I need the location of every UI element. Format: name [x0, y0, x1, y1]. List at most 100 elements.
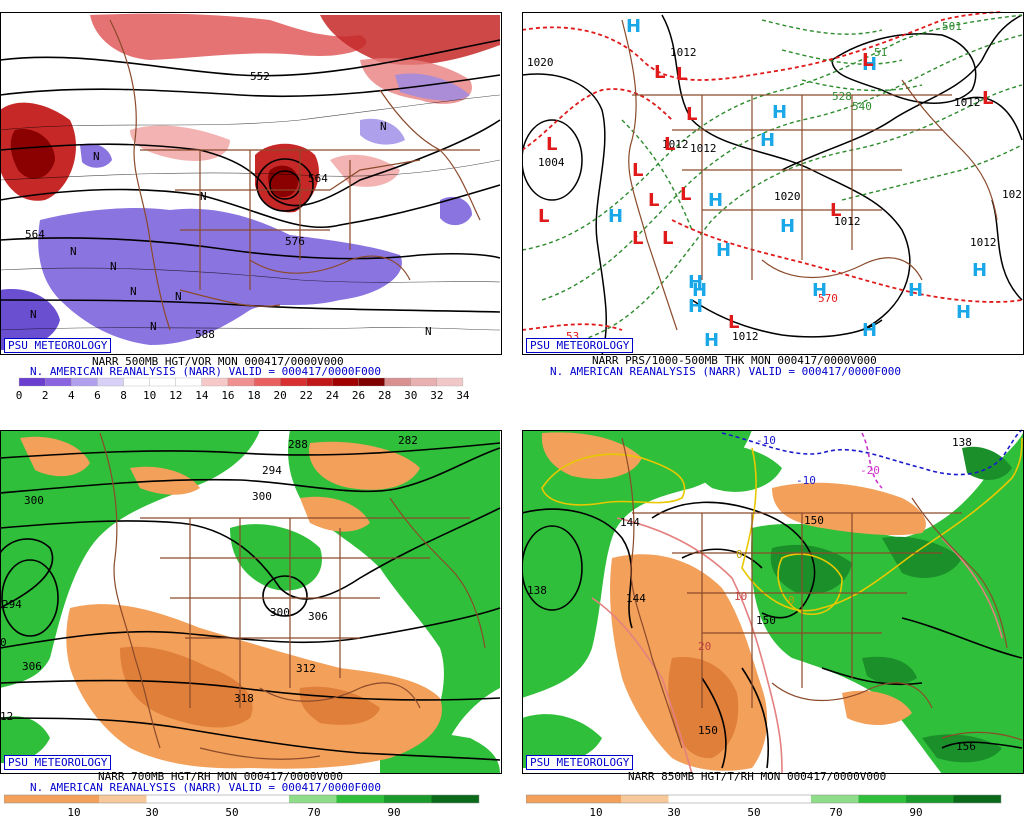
panel-850mb-temp-rh: 138 138 144 144 150 150 150 156 -10 -10 …	[522, 418, 1024, 819]
contour-label: 150	[756, 614, 776, 627]
high-pressure-marker: H	[688, 272, 703, 293]
thickness-570-contour	[522, 11, 1023, 331]
contour-label: 294	[2, 598, 22, 611]
contour-label: 501	[942, 20, 962, 33]
rh-colorbar: 10 30 50 70 90	[4, 794, 484, 818]
rh-very-moist-shading	[770, 446, 1012, 763]
colorbar-swatch	[384, 795, 432, 803]
colorbar-swatch	[668, 795, 716, 803]
colorbar-swatch	[384, 377, 411, 387]
vorticity-negative-shading	[0, 73, 472, 350]
colorbar-tick-label: 8	[120, 389, 127, 401]
map-pressure-thickness: 1020 1004 1012 1012 1012 1020 1012 1012 …	[522, 11, 1024, 355]
colorbar-swatch	[621, 795, 669, 803]
high-pressure-marker: H	[812, 280, 827, 301]
colorbar-swatch	[253, 377, 281, 387]
colorbar-swatch	[51, 795, 99, 803]
contour-label: N	[175, 290, 182, 303]
high-pressure-marker: H	[608, 206, 623, 227]
rh-very-dry-shading	[668, 657, 739, 759]
high-pressure-marker: H	[688, 296, 703, 317]
contour-label: 1012	[970, 236, 997, 249]
colorbar-swatch	[358, 377, 385, 387]
colorbar-swatch	[194, 795, 242, 803]
colorbar-tick-label: 50	[747, 806, 760, 818]
colorbar-tick-label: 6	[94, 389, 101, 401]
map-700mb: 288 282 294 300 300 294 0 306 300 306 31…	[0, 430, 502, 774]
panel-700mb-rh: 288 282 294 300 300 294 0 306 300 306 31…	[0, 418, 502, 819]
colorbar-swatch	[431, 795, 479, 803]
contour-label: 1012	[662, 138, 689, 151]
low-pressure-marker: L	[648, 190, 659, 211]
high-pressure-marker: H	[708, 190, 723, 211]
contour-label: 306	[22, 660, 42, 673]
contour-label: 318	[234, 692, 254, 705]
coastlines-borders	[621, 437, 1023, 749]
contour-label: -10	[796, 474, 816, 487]
colorbar-swatch	[71, 377, 98, 387]
low-pressure-marker: L	[654, 62, 665, 83]
colorbar-swatch	[906, 795, 954, 803]
contour-labels: 552 564 576 564 588 N N N N N N N N N N	[25, 70, 432, 341]
high-pressure-marker: H	[780, 216, 795, 237]
contour-label: N	[70, 245, 77, 258]
panel-subtitle: N. AMERICAN REANALYSIS (NARR) VALID = 00…	[550, 365, 901, 378]
high-pressure-marker: H	[772, 102, 787, 123]
contour-label: 282	[398, 434, 418, 447]
low-pressure-marker: L	[680, 184, 691, 205]
map-500mb: 552 564 576 564 588 N N N N N N N N N N	[0, 12, 502, 355]
colorbar-swatch	[953, 795, 1001, 803]
contour-label: 294	[262, 464, 282, 477]
low-pressure-marker: L	[676, 64, 687, 85]
contour-label: 300	[24, 494, 44, 507]
colorbar-tick-label: 50	[225, 806, 238, 818]
pressure-labels: 1020 1004 1012 1012 1012 1020 1012 1012 …	[527, 20, 1022, 343]
panel-title: NARR 700MB HGT/RH MON 000417/0000V000	[98, 770, 344, 783]
contour-label: -10	[756, 434, 776, 447]
colorbar-swatch	[858, 795, 906, 803]
colorbar-tick-label: 12	[169, 389, 182, 401]
psu-meteorology-badge: PSU METEOROLOGY	[4, 338, 112, 353]
colorbar-tick-label: 30	[404, 389, 417, 401]
colorbar-swatch	[149, 377, 176, 387]
contour-label: 588	[195, 328, 215, 341]
low-pressure-marker: L	[538, 206, 549, 227]
colorbar-swatch	[289, 795, 337, 803]
colorbar-swatch	[526, 795, 574, 803]
high-pressure-marker: H	[956, 302, 971, 323]
colorbar-tick-label: 14	[195, 389, 209, 401]
high-pressure-marker: H	[862, 54, 877, 75]
thin-contours	[0, 94, 501, 331]
contour-label: 1012	[690, 142, 717, 155]
high-pressure-marker: H	[908, 280, 923, 301]
colorbar-tick-label: 70	[829, 806, 842, 818]
low-pressure-marker: L	[862, 50, 873, 71]
contour-label: 0	[788, 594, 795, 607]
contour-label: 300	[270, 606, 290, 619]
thickness-contours	[522, 14, 1023, 341]
rh-moist-shading	[522, 430, 1024, 774]
contour-label: 564	[308, 172, 328, 185]
colorbar-tick-label: 30	[667, 806, 680, 818]
colorbar-tick-label: 10	[143, 389, 156, 401]
contour-label: 138	[952, 436, 972, 449]
panel-500mb-vorticity: 552 564 576 564 588 N N N N N N N N N N …	[0, 0, 502, 402]
contour-label: 1012	[670, 46, 697, 59]
contour-label: 1012	[954, 96, 981, 109]
high-pressure-marker: H	[972, 260, 987, 281]
colorbar-swatch	[436, 377, 464, 387]
psu-meteorology-badge: PSU METEOROLOGY	[526, 755, 634, 770]
colorbar-swatch	[573, 795, 621, 803]
rh-colorbar: 10 30 50 70 90	[526, 794, 1006, 818]
contour-label: N	[110, 260, 117, 273]
panel-pressure-thickness: 1020 1004 1012 1012 1012 1020 1012 1012 …	[522, 0, 1024, 402]
colorbar-tick-label: 70	[307, 806, 320, 818]
psu-meteorology-badge: PSU METEOROLOGY	[526, 338, 634, 353]
contour-label: 0	[0, 636, 7, 649]
panel-subtitle: N. AMERICAN REANALYSIS (NARR) VALID = 00…	[30, 365, 381, 378]
coastlines-borders	[109, 19, 481, 331]
colorbar-swatch	[99, 795, 147, 803]
coastlines-borders	[99, 432, 486, 760]
colorbar-swatch	[336, 795, 384, 803]
